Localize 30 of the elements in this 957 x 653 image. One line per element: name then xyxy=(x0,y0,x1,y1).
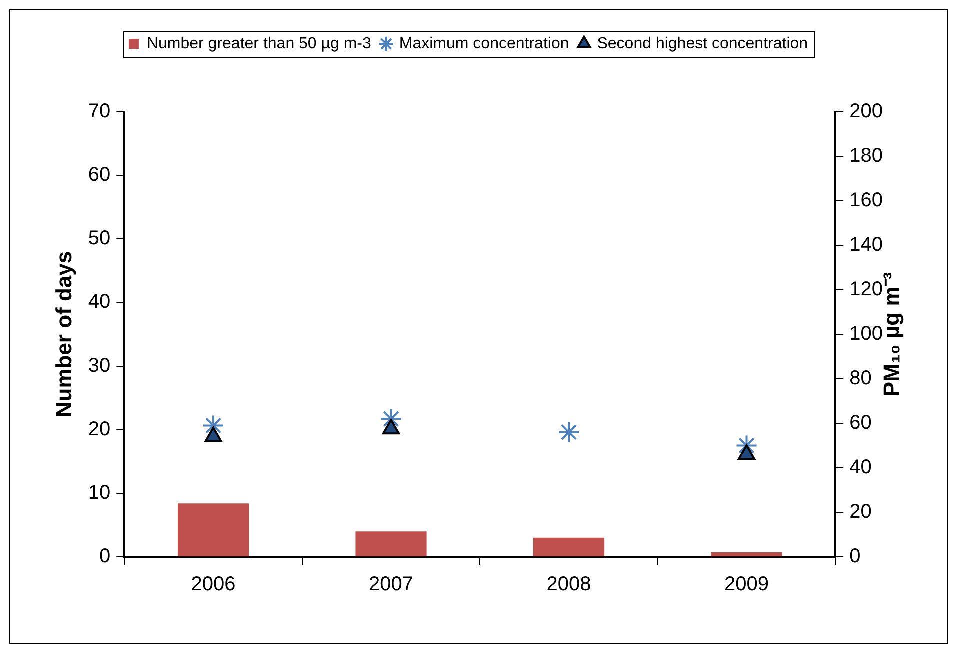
y2-tick-label: 140 xyxy=(850,234,884,256)
y2-tick-label: 180 xyxy=(850,145,884,168)
x-tick-label: 2008 xyxy=(546,574,592,596)
y-tick-label: 40 xyxy=(88,291,111,314)
bar xyxy=(533,538,605,556)
legend-label: Maximum concentration xyxy=(399,35,570,52)
y-tick-label: 30 xyxy=(88,354,111,377)
legend-label: Second highest concentration xyxy=(597,35,808,52)
bar xyxy=(356,532,427,556)
y-axis-title: Number of days xyxy=(51,251,76,418)
bar xyxy=(178,504,250,556)
y-tick-label: 20 xyxy=(88,418,111,440)
x-tick-label: 2006 xyxy=(191,574,236,596)
y2-tick-label: 60 xyxy=(850,412,872,434)
y-tick-label: 60 xyxy=(88,164,111,186)
y2-tick-label: 160 xyxy=(850,190,884,212)
legend-label: Number greater than 50 µg m-3 xyxy=(146,35,372,52)
y-tick-label: 50 xyxy=(88,228,111,250)
y2-tick-label: 20 xyxy=(850,501,872,524)
y2-tick-label: 120 xyxy=(850,278,884,301)
y-tick-label: 10 xyxy=(88,482,111,504)
bar xyxy=(711,552,782,556)
y-tick-label: 70 xyxy=(88,100,111,123)
x-tick-label: 2009 xyxy=(724,574,770,596)
y2-tick-label: 40 xyxy=(850,456,872,479)
y2-tick-label: 200 xyxy=(850,100,884,123)
y2-tick-label: 80 xyxy=(850,368,872,390)
y2-tick-label: 0 xyxy=(850,546,861,568)
y-tick-label: 0 xyxy=(100,546,111,568)
x-tick-label: 2007 xyxy=(369,574,414,596)
